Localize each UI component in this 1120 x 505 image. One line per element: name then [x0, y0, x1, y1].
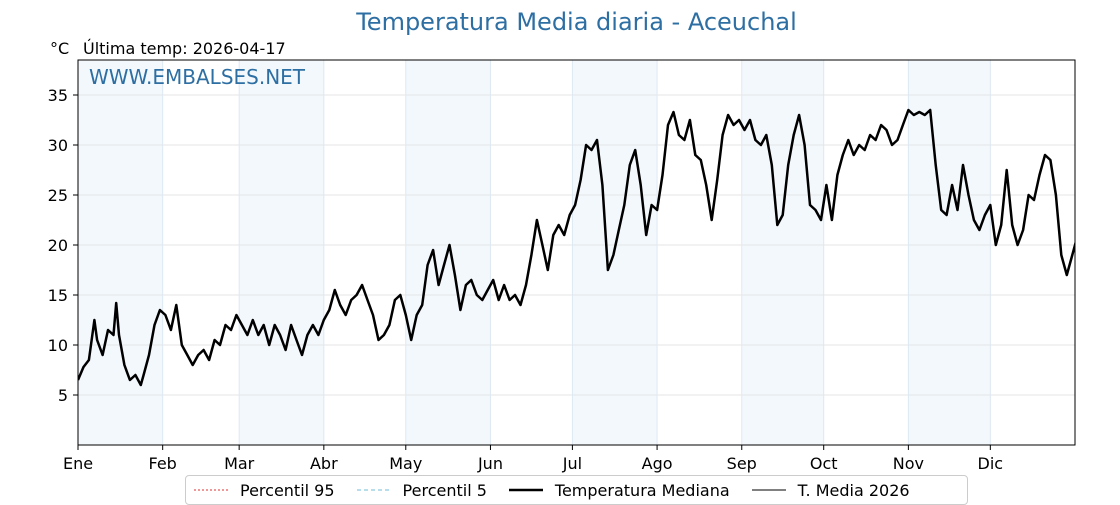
legend-swatch-p5 [356, 489, 391, 491]
month-band [78, 60, 163, 445]
month-band [239, 60, 324, 445]
legend-item-p95: Percentil 95 [194, 481, 335, 500]
watermark: WWW.EMBALSES.NET [89, 65, 306, 89]
y-tick-label: 35 [48, 86, 68, 105]
month-band [741, 60, 824, 445]
x-tick-label: Mar [224, 454, 255, 473]
x-tick-label: Sep [727, 454, 757, 473]
last-temp-label: Última temp: 2026-04-17 [83, 39, 286, 58]
x-tick-label: Jul [562, 454, 582, 473]
series-line-mediana [78, 108, 1075, 387]
chart-title: Temperatura Media diaria - Aceuchal [356, 8, 797, 36]
y-tick-label: 25 [48, 186, 68, 205]
legend-swatch-median [508, 488, 543, 492]
x-tick-label: Abr [310, 454, 338, 473]
legend-label-p5: Percentil 5 [402, 480, 487, 500]
y-tick-label: 30 [48, 136, 68, 155]
x-tick-label: Ago [642, 454, 673, 473]
month-band [908, 60, 991, 445]
y-axis-unit: °C [50, 39, 70, 58]
legend-label-median: Temperatura Mediana [554, 480, 730, 500]
y-tick-label: 5 [58, 386, 68, 405]
legend-swatch-p95 [194, 489, 228, 491]
x-tick-label: Feb [149, 454, 177, 473]
y-tick-label: 20 [48, 236, 68, 255]
x-tick-label: Dic [978, 454, 1004, 473]
legend-label-2026: T. Media 2026 [797, 480, 910, 500]
temperature-chart: 5 10 15 20 25 30 35 Ene Feb Mar Abr May Jun Jul Ago Sep… [48, 59, 1076, 473]
x-tick-label: Ene [63, 454, 93, 473]
legend-swatch-2026 [751, 489, 786, 491]
y-tick-label: 10 [48, 336, 68, 355]
x-tick-label: May [389, 454, 422, 473]
x-tick-label: Nov [893, 454, 924, 473]
legend-item-2026: T. Media 2026 [751, 480, 910, 500]
x-tick-label: Jun [477, 454, 503, 473]
legend-item-median: Temperatura Mediana [508, 480, 730, 500]
legend-label-p95: Percentil 95 [240, 480, 335, 500]
x-tick-label: Oct [810, 454, 838, 473]
chart-legend: Percentil 95 Percentil 5 Temperatura Med… [185, 475, 968, 505]
legend-item-p5: Percentil 5 [356, 480, 487, 500]
plot-frame [77, 59, 1076, 446]
y-tick-label: 15 [48, 286, 68, 305]
